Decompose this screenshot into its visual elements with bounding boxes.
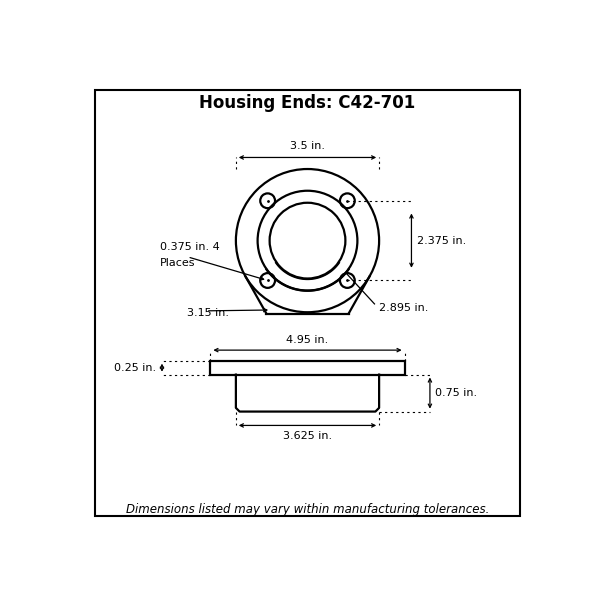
Text: 0.375 in. 4: 0.375 in. 4 (160, 242, 220, 252)
Text: 2.895 in.: 2.895 in. (379, 302, 428, 313)
Text: 0.75 in.: 0.75 in. (436, 388, 478, 398)
Text: 4.95 in.: 4.95 in. (286, 335, 329, 344)
Text: 3.15 in.: 3.15 in. (187, 308, 229, 318)
Text: 0.25 in.: 0.25 in. (115, 362, 157, 373)
Text: Dimensions listed may vary within manufacturing tolerances.: Dimensions listed may vary within manufa… (126, 503, 489, 516)
Text: 2.375 in.: 2.375 in. (417, 236, 466, 245)
Text: 3.5 in.: 3.5 in. (290, 142, 325, 151)
Text: Places: Places (160, 258, 195, 268)
Text: 3.625 in.: 3.625 in. (283, 431, 332, 441)
Text: Housing Ends: C42-701: Housing Ends: C42-701 (199, 94, 416, 112)
